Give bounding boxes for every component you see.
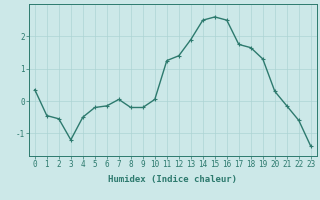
X-axis label: Humidex (Indice chaleur): Humidex (Indice chaleur): [108, 175, 237, 184]
